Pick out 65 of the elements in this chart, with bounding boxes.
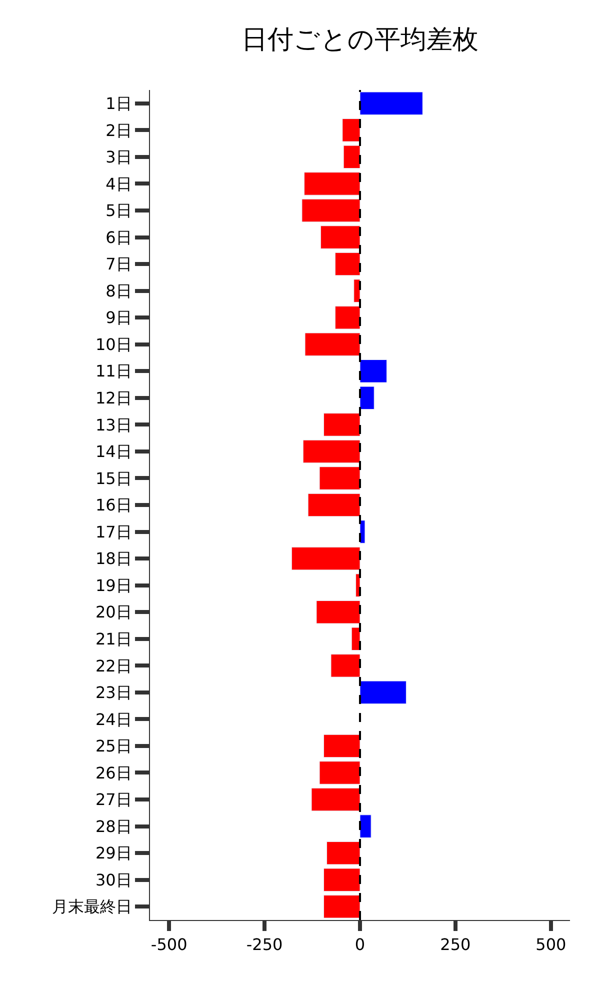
- y-tick-label: 30日: [95, 870, 132, 890]
- bar: [360, 814, 372, 838]
- bar: [342, 118, 360, 142]
- y-tick-label: 23日: [95, 683, 132, 702]
- y-tick-label: 12日: [95, 388, 132, 408]
- bar: [291, 546, 360, 570]
- y-tick-label: 15日: [95, 468, 132, 488]
- y-tick-label: 19日: [95, 576, 132, 595]
- y-tick-label: 8日: [106, 281, 132, 300]
- bar: [360, 92, 423, 116]
- bar: [323, 868, 360, 892]
- bar: [323, 413, 360, 436]
- chart-title: 日付ごとの平均差枚: [242, 25, 478, 56]
- bar: [323, 894, 360, 918]
- bar: [319, 761, 360, 784]
- x-tick-label: -250: [246, 935, 283, 954]
- y-tick-label: 18日: [95, 549, 132, 568]
- bar: [323, 734, 360, 758]
- y-tick-label: 20日: [95, 602, 132, 622]
- y-tick-label: 4日: [106, 174, 132, 194]
- bar: [334, 306, 360, 330]
- bar: [330, 654, 360, 678]
- bar: [319, 466, 360, 490]
- y-tick-label: 16日: [95, 496, 132, 515]
- x-tick-label: 500: [536, 935, 566, 954]
- bar: [304, 332, 360, 356]
- y-tick-label: 5日: [106, 201, 132, 220]
- bar: [360, 360, 387, 383]
- y-tick-label: 2日: [106, 120, 132, 140]
- y-tick-label: 24日: [95, 710, 132, 729]
- bar: [354, 279, 360, 302]
- bar: [302, 440, 360, 464]
- y-tick-label: 21日: [95, 629, 132, 648]
- y-tick-label: 1日: [106, 94, 132, 113]
- y-tick-label: 7日: [106, 254, 132, 274]
- y-tick-label: 26日: [95, 763, 132, 782]
- y-tick-label: 11日: [95, 362, 132, 381]
- y-tick-label: 13日: [95, 415, 132, 434]
- bar: [304, 172, 360, 196]
- bar: [320, 226, 360, 249]
- y-tick-label: 月末最終日: [52, 897, 132, 916]
- bar: [360, 386, 374, 410]
- bar: [334, 252, 360, 276]
- bar: [311, 788, 360, 812]
- bar: [343, 145, 360, 169]
- x-tick-label: 250: [440, 935, 471, 954]
- y-tick-label: 14日: [95, 442, 132, 462]
- bar: [302, 198, 360, 222]
- bar: [308, 493, 360, 517]
- x-tick-label: -500: [150, 935, 188, 954]
- y-tick-label: 9日: [106, 308, 132, 328]
- y-tick-label: 3日: [106, 148, 132, 167]
- x-tick-label: 0: [354, 935, 366, 954]
- bar: [316, 600, 360, 624]
- y-tick-label: 10日: [95, 334, 132, 354]
- bar: [351, 627, 360, 650]
- y-tick-label: 22日: [95, 656, 132, 676]
- y-tick-label: 27日: [95, 790, 132, 810]
- y-tick-label: 29日: [95, 844, 132, 863]
- y-tick-label: 25日: [95, 736, 132, 756]
- y-tick-label: 17日: [95, 522, 132, 542]
- bar: [360, 680, 406, 704]
- bar: [326, 841, 360, 865]
- y-tick-label: 6日: [106, 228, 132, 247]
- y-tick-label: 28日: [95, 816, 132, 836]
